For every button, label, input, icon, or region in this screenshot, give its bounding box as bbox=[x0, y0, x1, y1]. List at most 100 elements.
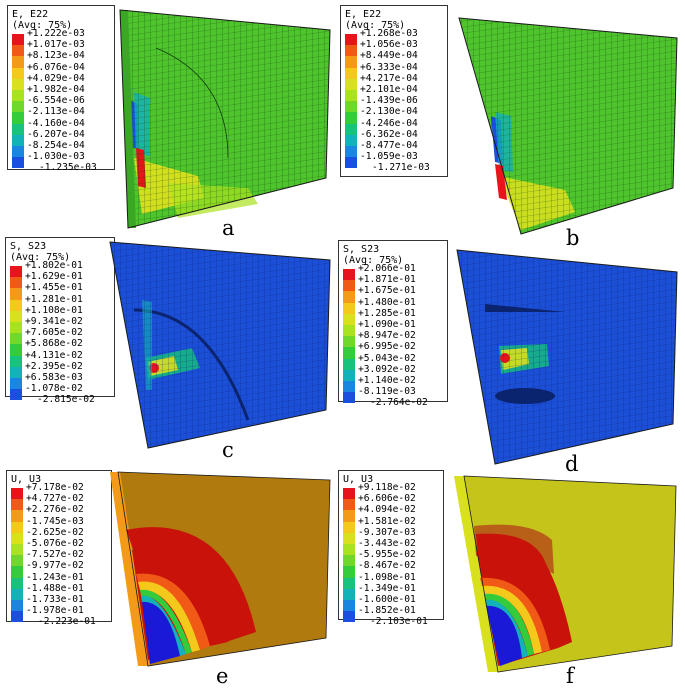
legend-entry: +8.123e-04 bbox=[12, 51, 110, 68]
legend-swatch bbox=[345, 145, 357, 158]
legend-value: +6.333e-04 bbox=[360, 61, 418, 73]
legend-rows: +1.802e-01 +1.629e-01 +1.455e-01 +1.281e-01… bbox=[10, 261, 110, 404]
mesh-grid bbox=[459, 18, 677, 234]
disp-blue-core bbox=[486, 605, 522, 666]
legend-entry: +1.108e-01 bbox=[10, 305, 110, 322]
plate-outline bbox=[109, 241, 331, 449]
legend-value: -2.223e-01 bbox=[38, 615, 96, 627]
caption-b: b bbox=[566, 226, 580, 250]
legend-entry: -5.955e-02 bbox=[343, 550, 439, 567]
legend-value: +8.123e-04 bbox=[27, 50, 85, 62]
legend-value: +1.108e-01 bbox=[25, 304, 83, 316]
legend-entry: +8.449e-04 bbox=[345, 51, 443, 68]
legend-entry: -1.059e-03 bbox=[345, 152, 443, 169]
legend-title: U, U3 bbox=[343, 474, 374, 485]
plate-left-edge bbox=[120, 10, 136, 228]
legend-entry: -4.160e-04 bbox=[12, 118, 110, 135]
legend-title: S, S23 bbox=[10, 241, 47, 252]
plate-outline bbox=[458, 17, 678, 235]
legend-value: +7.178e-02 bbox=[26, 482, 84, 493]
legend-value: -1.349e-01 bbox=[358, 582, 416, 594]
legend-swatch bbox=[343, 577, 355, 589]
legend-swatch bbox=[343, 392, 355, 404]
legend-swatch bbox=[10, 355, 22, 367]
legend-entry: -1.745e-03 bbox=[11, 516, 107, 533]
legend-entry: -2.625e-02 bbox=[11, 527, 107, 544]
legend-value: -1.059e-03 bbox=[360, 151, 418, 163]
legend-entry: -7.527e-02 bbox=[11, 550, 107, 567]
legend-swatch bbox=[343, 588, 355, 600]
legend-entry: +6.995e-02 bbox=[343, 342, 443, 359]
legend-value: +8.449e-04 bbox=[360, 50, 418, 62]
legend-entry: +9.118e-02 bbox=[343, 483, 439, 500]
legend-swatch bbox=[12, 56, 24, 68]
legend-subtitle: (Avg: 75%) bbox=[12, 20, 73, 31]
legend-d: S, S23 (Avg: 75%) +2.066e-01 +1.871e-01 +1… bbox=[338, 240, 448, 407]
legend-value: -1.271e-03 bbox=[372, 161, 430, 173]
legend-value: +1.281e-01 bbox=[25, 293, 83, 305]
legend-swatch bbox=[345, 56, 357, 68]
legend-value: -2.103e-01 bbox=[370, 615, 428, 627]
legend-swatch bbox=[10, 389, 22, 401]
legend-entry: +1.140e-02 bbox=[343, 375, 443, 393]
legend-swatch bbox=[343, 499, 355, 511]
legend-entry: +1.268e-03 bbox=[345, 29, 443, 46]
legend-swatch bbox=[343, 398, 355, 409]
legend-swatch bbox=[343, 336, 355, 348]
legend-swatch bbox=[345, 112, 357, 124]
plate-outline bbox=[117, 471, 331, 667]
legend-entry: -1.978e-01 bbox=[11, 606, 107, 623]
legend-value: -1.488e-01 bbox=[26, 582, 84, 594]
legend-value: +1.581e-02 bbox=[358, 515, 416, 527]
legend-f: U, U3 +9.118e-02 +6.606e-02 +4.094e-02 +1.5… bbox=[338, 470, 444, 626]
legend-value: +1.629e-01 bbox=[25, 271, 83, 283]
legend-entry: -1.600e-01 bbox=[343, 594, 439, 612]
legend-entry: -5.076e-02 bbox=[11, 538, 107, 556]
disp-red-region bbox=[476, 533, 572, 648]
legend-entry: -6.362e-04 bbox=[345, 129, 443, 146]
legend-a: E, E22 (Avg: 75%) +1.222e-03 +1.017e-03 +8… bbox=[7, 5, 115, 172]
legend-entry: -8.477e-04 bbox=[345, 140, 443, 158]
legend-rows: +9.118e-02 +6.606e-02 +4.094e-02 +1.581e-02… bbox=[343, 483, 439, 626]
legend-value: +9.118e-02 bbox=[358, 482, 416, 493]
legend-value: +6.583e-03 bbox=[25, 371, 83, 383]
legend-value: +5.868e-02 bbox=[25, 338, 83, 350]
legend-swatch bbox=[345, 45, 357, 57]
legend-value: +1.675e-01 bbox=[358, 285, 416, 297]
legend-swatch bbox=[345, 101, 357, 113]
legend-value: -8.254e-04 bbox=[27, 139, 85, 151]
legend-swatch bbox=[11, 521, 23, 533]
legend-swatch bbox=[12, 157, 24, 169]
legend-entry: +6.076e-04 bbox=[12, 62, 110, 79]
legend-value: +9.341e-02 bbox=[25, 315, 83, 327]
legend-value: -1.852e-01 bbox=[358, 605, 416, 617]
legend-b: E, E22 (Avg: 75%) +1.268e-03 +1.056e-03 +8… bbox=[340, 5, 448, 177]
legend-entry: -3.443e-02 bbox=[343, 538, 439, 556]
legend-value: -2.130e-04 bbox=[360, 106, 418, 118]
legend-swatch bbox=[11, 611, 23, 623]
plate-outline bbox=[119, 9, 331, 229]
legend-title: E, E22 bbox=[345, 9, 382, 20]
disp-yellow-band bbox=[138, 581, 200, 652]
legend-entry: -8.119e-03 bbox=[343, 387, 443, 404]
legend-entry: +2.066e-01 bbox=[343, 264, 443, 281]
contour-plot-d bbox=[456, 249, 678, 465]
legend-rows: +2.066e-01 +1.871e-01 +1.675e-01 +1.480e-01… bbox=[343, 264, 443, 407]
legend-swatch bbox=[12, 67, 24, 79]
legend-value: -1.078e-02 bbox=[25, 383, 83, 395]
legend-swatch bbox=[343, 269, 355, 281]
legend-entry: +1.675e-01 bbox=[343, 286, 443, 303]
legend-swatch bbox=[343, 521, 355, 533]
legend-swatch bbox=[11, 488, 23, 500]
legend-swatch bbox=[343, 347, 355, 359]
legend-rows: +7.178e-02 +4.727e-02 +2.276e-02 -1.745e-03… bbox=[11, 483, 107, 626]
legend-value: -1.600e-01 bbox=[358, 593, 416, 605]
legend-value: +5.043e-02 bbox=[358, 352, 416, 364]
legend-value: -9.977e-02 bbox=[26, 560, 84, 572]
legend-swatch bbox=[12, 101, 24, 113]
legend-swatch bbox=[10, 395, 22, 406]
legend-value: -9.307e-03 bbox=[358, 526, 416, 538]
legend-swatch bbox=[345, 157, 357, 169]
legend-entry: +1.871e-01 bbox=[343, 275, 443, 292]
legend-swatch bbox=[343, 510, 355, 522]
